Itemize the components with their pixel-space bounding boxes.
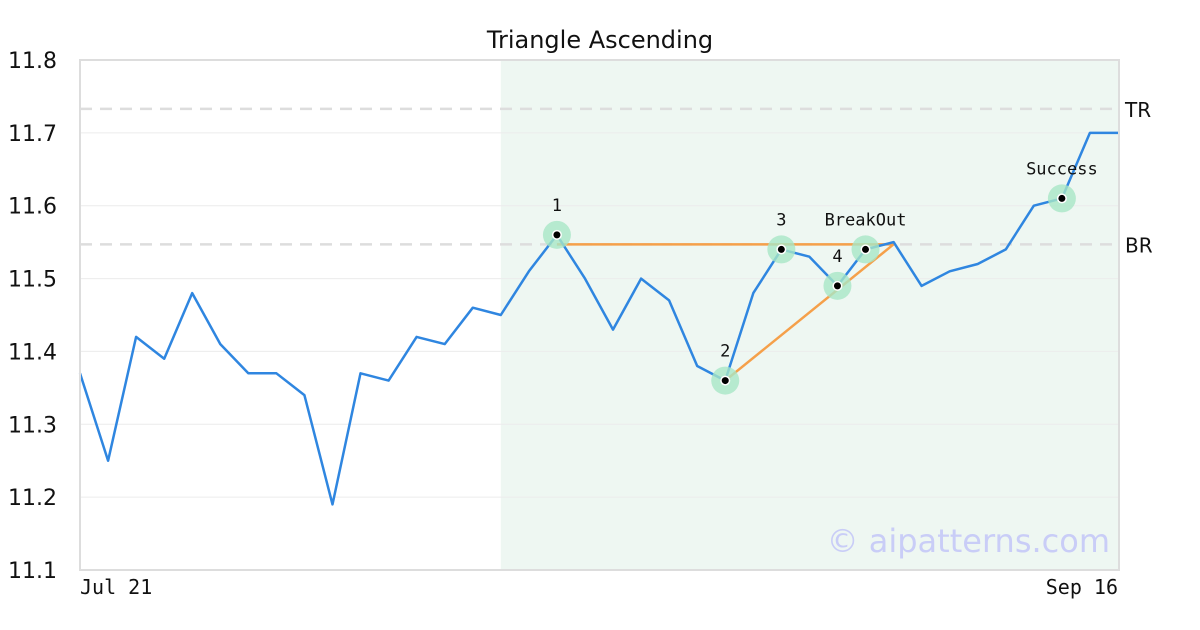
y-tick-label: 11.7	[8, 122, 57, 147]
marker-label: Success	[1026, 159, 1098, 179]
marker-dot	[862, 245, 870, 253]
y-tick-label: 11.8	[8, 49, 57, 74]
watermark: © aipatterns.com	[827, 522, 1110, 560]
reference-lines-layer: TR BR	[80, 98, 1153, 257]
y-tick-label: 11.3	[8, 413, 57, 438]
reference-label-tr: TR	[1124, 98, 1151, 122]
x-tick-label-end: Sep 16	[1046, 575, 1118, 599]
y-tick-label: 11.1	[8, 559, 57, 584]
pattern-region-layer	[500, 60, 1119, 570]
chart-title: Triangle Ascending	[486, 26, 713, 54]
marker-label: 2	[720, 342, 730, 362]
y-tick-label: 11.2	[8, 486, 57, 511]
pattern-region	[500, 60, 1119, 570]
marker-label: 1	[552, 196, 562, 216]
price-line	[78, 131, 1118, 506]
marker-dot	[833, 282, 841, 290]
y-tick-label: 11.4	[8, 340, 57, 365]
marker-label: BreakOut	[825, 210, 907, 230]
trend-lines-layer	[556, 243, 895, 382]
marker-dot	[777, 245, 785, 253]
marker-label: 4	[832, 247, 842, 267]
trend-line	[724, 243, 895, 382]
marker-dot	[553, 231, 561, 239]
plot-frame	[79, 59, 1120, 571]
marker-dot	[721, 377, 729, 385]
y-tick-label: 11.6	[8, 195, 57, 220]
series-layer	[78, 131, 1118, 506]
y-tick-label: 11.5	[8, 268, 57, 293]
y-axis: 11.8 11.7 11.6 11.5 11.4 11.3 11.2 11.1	[8, 49, 57, 584]
reference-label-br: BR	[1125, 233, 1153, 257]
marker-label: 3	[776, 210, 786, 230]
marker-dot	[1058, 194, 1066, 202]
markers-layer: 1 2 3 4 BreakOut Success	[542, 159, 1098, 395]
x-tick-label-start: Jul 21	[80, 575, 152, 599]
